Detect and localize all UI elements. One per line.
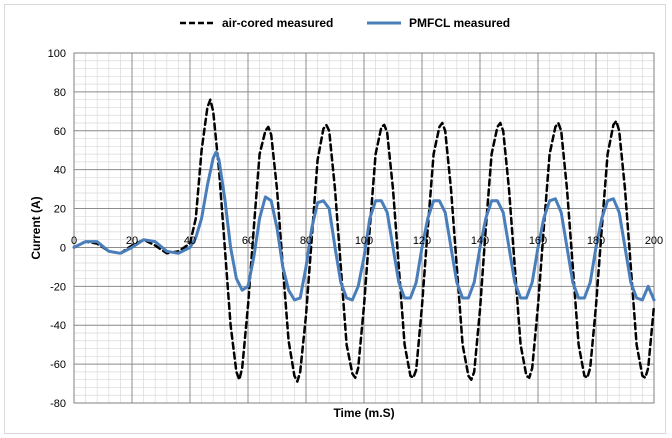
x-tick-label: 200: [645, 235, 663, 247]
x-tick-labels: 0 20 40 60 80 100 120 140 160 180 200: [71, 235, 663, 247]
plot-area-border: [73, 52, 655, 404]
y-axis-title: Current (A): [29, 196, 43, 259]
y-tick-label: 0: [60, 242, 66, 254]
x-tick-label: 80: [300, 235, 312, 247]
major-grid: [73, 52, 655, 404]
y-tick-labels: -80 -60 -40 -20 0 20 40 60 80 100: [48, 48, 66, 410]
chart-frame: [4, 4, 666, 434]
x-tick-label: 100: [355, 235, 373, 247]
y-tick-label: -80: [50, 398, 66, 410]
x-tick-label: 40: [184, 235, 196, 247]
x-tick-label: 0: [71, 235, 77, 247]
x-tick-label: 20: [126, 235, 138, 247]
x-tick-label: 120: [413, 235, 431, 247]
y-tick-label: -40: [50, 320, 66, 332]
x-tick-label: 160: [529, 235, 547, 247]
series-air-cored-line: [72, 98, 656, 383]
legend-label-air-cored: air-cored measured: [222, 16, 333, 30]
y-tick-label: 100: [48, 48, 66, 60]
x-tick-label: 180: [587, 235, 605, 247]
y-tick-label: 20: [54, 204, 66, 216]
y-tick-label: 40: [54, 165, 66, 177]
x-axis-title: Time (m.S): [333, 406, 394, 420]
series-pmfcl-line: [72, 150, 656, 302]
y-tick-label: 60: [54, 126, 66, 138]
legend: air-cored measured PMFCL measured: [180, 16, 510, 30]
x-tick-label: 60: [242, 235, 254, 247]
series-layer: [72, 98, 656, 383]
y-tick-label: 80: [54, 87, 66, 99]
x-tick-label: 140: [471, 235, 489, 247]
y-tick-label: -20: [50, 281, 66, 293]
y-tick-label: -60: [50, 359, 66, 371]
legend-label-pmfcl: PMFCL measured: [409, 16, 510, 30]
